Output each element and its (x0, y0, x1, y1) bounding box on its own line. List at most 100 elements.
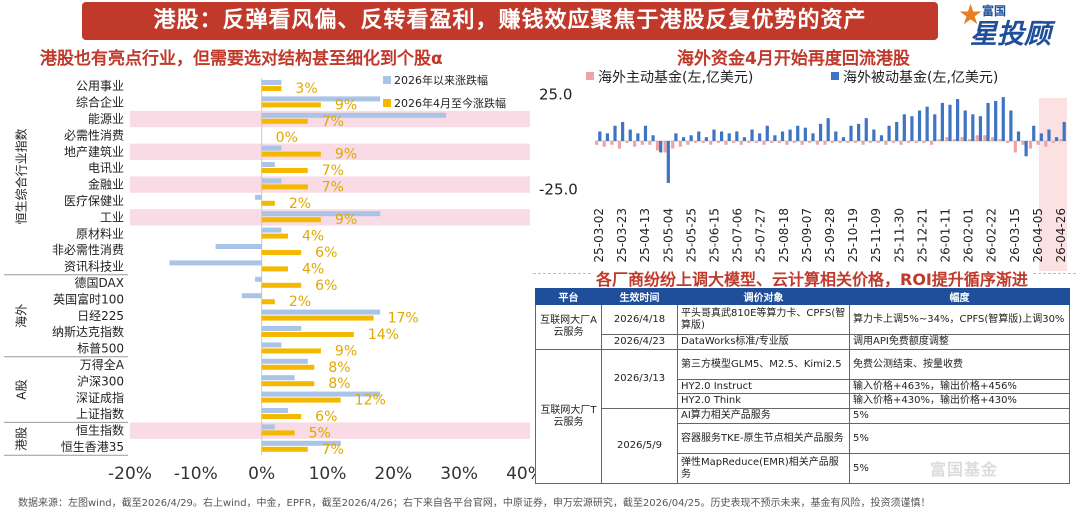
page-title-banner: 港股：反弹看风偏、反转看盈利，赚钱效应聚焦于港股反复优势的资产 (82, 2, 938, 40)
bar-april (261, 364, 315, 370)
x-tick-label: 26-03-15 (1008, 208, 1022, 262)
bar-active (831, 141, 835, 143)
x-tick-label: 26-04-05 (1031, 208, 1045, 262)
data-label: 0% (276, 130, 298, 146)
x-tick-label: 40% (506, 464, 535, 484)
bar-passive (864, 118, 868, 141)
x-tick-label: 25-07-06 (731, 208, 745, 262)
bar-april (261, 397, 341, 403)
bar-active (701, 141, 705, 143)
bar-ytd (261, 391, 381, 397)
bar-passive (1039, 133, 1043, 141)
highlight-row (130, 209, 530, 226)
bar-active (1021, 141, 1025, 145)
table-cell-object: 第三方模型GLM5、M2.5、Kimi2.5 (677, 349, 850, 380)
bar-passive (994, 100, 998, 141)
star-icon: ★ (958, 0, 984, 31)
bar-passive (689, 135, 693, 141)
left-chart-subtitle: 港股也有亮点行业，但需要选对结构甚至细化到个股α (40, 49, 443, 69)
x-tick-label: 10% (309, 464, 347, 484)
data-label: 6% (315, 278, 337, 294)
bar-active (671, 141, 675, 149)
category-label: 恒生指数 (76, 423, 124, 438)
category-label: 日经225 (77, 309, 124, 323)
data-label: 4% (302, 229, 324, 245)
bar-ytd (261, 227, 282, 233)
bar-ytd (261, 309, 381, 315)
bar-ytd (261, 440, 341, 446)
bar-passive (917, 110, 922, 141)
bar-active (1028, 141, 1033, 149)
x-tick-label: 25-08-18 (777, 208, 791, 262)
data-label: 17% (388, 311, 419, 327)
table-header-range: 幅度 (849, 288, 1070, 305)
bar-active (747, 141, 751, 143)
bar-ytd (261, 80, 282, 85)
bar-passive (902, 114, 906, 141)
x-tick-label: 25-07-27 (754, 208, 768, 262)
x-tick-label: 25-09-28 (823, 208, 837, 262)
legend-ytd: 2026年以来涨跌幅 (394, 73, 488, 87)
bar-passive (841, 137, 846, 141)
bar-active (990, 137, 995, 141)
bar-active (777, 141, 781, 143)
x-tick-label: 25-05-04 (661, 208, 675, 262)
bar-active (891, 141, 896, 143)
table-cell-object: 平头哥真武810E等算力卡、CPFS(智算版) (677, 304, 850, 335)
bar-passive (963, 110, 967, 141)
bar-active (1006, 141, 1010, 143)
bar-april (261, 282, 302, 288)
right-chart-subtitle: 海外资金4月开始再度回流港股 (677, 49, 910, 69)
table-row: HY2.0 Think 输入价格+430%，输出价格+430% (536, 393, 1070, 409)
x-tick-label: 25-11-09 (869, 208, 883, 262)
bar-ytd (215, 244, 262, 249)
x-tick-label: -10% (174, 464, 218, 484)
table-cell-object: AI算力相关产品服务 (677, 408, 850, 424)
watermark: 富国基金 (930, 460, 999, 479)
bar-active (929, 141, 934, 145)
bar-passive (659, 141, 663, 153)
bar-passive (712, 129, 716, 141)
bar-active (770, 141, 774, 143)
bar-passive (872, 129, 876, 141)
bar-active (640, 141, 644, 145)
bar-april (261, 332, 354, 337)
bar-active (815, 141, 819, 145)
bar-passive (1016, 131, 1021, 141)
legend-april: 2026年4月至今涨跌幅 (394, 96, 506, 110)
legend-swatch-april (383, 99, 391, 107)
bar-active (1051, 141, 1055, 143)
table-cell-date: 2026/4/23 (601, 334, 678, 350)
bar-passive (1009, 110, 1013, 141)
bar-passive (826, 118, 830, 141)
bar-active (998, 139, 1002, 141)
category-label: 医疗保健业 (64, 194, 124, 208)
price-adjustment-table: 平台 生效时间 调价对象 幅度 互联网大厂A云服务 2026/4/18 平头哥真武8… (535, 288, 1070, 484)
x-tick-label: 0% (248, 464, 275, 484)
bar-passive (933, 114, 937, 141)
group-label: 恒生综合行业指数 (14, 128, 29, 224)
bar-passive (613, 125, 617, 141)
table-header-object: 调价对象 (677, 288, 850, 305)
bar-active (808, 141, 812, 143)
table-cell-range: 输入价格+430%，输出价格+430% (849, 393, 1070, 409)
category-label: 原材料业 (76, 227, 124, 241)
bar-ytd (255, 276, 262, 282)
data-label: 5% (309, 425, 331, 441)
bar-april (261, 200, 275, 206)
bar-active (617, 141, 622, 149)
bar-passive (879, 135, 884, 141)
bar-april (261, 315, 374, 321)
table-cell-range: 5% (849, 453, 1070, 484)
bar-active (800, 141, 804, 145)
data-label: 12% (355, 393, 386, 409)
bar-april (261, 348, 321, 354)
bar-passive (811, 133, 815, 141)
bar-active (952, 139, 957, 141)
bar-passive (643, 125, 648, 141)
table-cell-range: 算力卡上调5%~34%，CPFS(智算版)上调30% (849, 304, 1070, 335)
data-label: 9% (335, 97, 357, 113)
bar-ytd (261, 342, 282, 348)
highlight-row (130, 143, 530, 160)
